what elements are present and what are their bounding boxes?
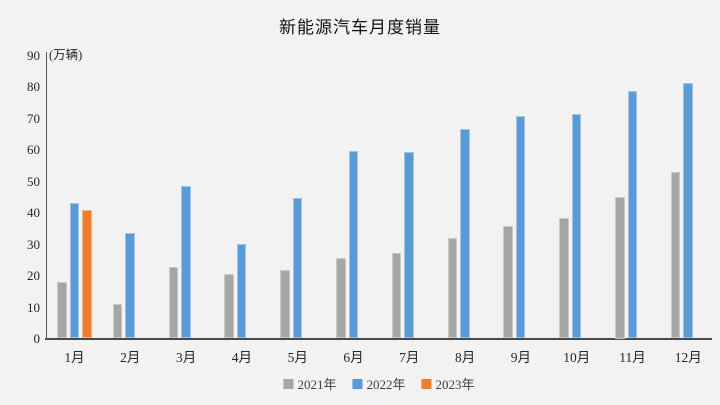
y-tick-label: 40 [27,205,40,221]
bar-2022年-10月 [571,113,582,339]
x-tick-label: 5月 [287,350,308,365]
bar-2022年-8月 [460,129,470,339]
x-tick-label: 2月 [120,350,141,365]
legend-item-2022年: 2022年 [352,374,406,393]
y-axis-unit-label: (万辆) [49,48,83,62]
y-tick-label: 0 [33,331,41,346]
y-tick-label: 70 [27,110,40,126]
legend-swatch-icon [283,378,294,389]
y-tick-label: 90 [27,48,40,63]
x-tick-label: 10月 [563,350,591,365]
bar-2021年-2月 [112,303,123,339]
bar-2022年-6月 [348,151,358,339]
bar-2022年-2月 [125,233,135,339]
bar-2021年-10月 [559,218,569,339]
bar-2021年-5月 [280,270,290,339]
bar-2021年-11月 [615,197,625,339]
bar-2021年-8月 [447,237,458,339]
bar-2022年-12月 [683,82,693,339]
bar-2022年-5月 [292,197,303,339]
y-tick-label: 80 [27,79,40,95]
bar-2021年-7月 [391,253,402,339]
x-tick-label: 1月 [64,350,85,365]
legend-item-2023年: 2023年 [421,374,475,393]
legend-label: 2023年 [435,377,475,392]
legend-swatch-icon [421,378,432,389]
bar-2021年-9月 [503,226,513,339]
bar-2021年-1月 [57,282,67,339]
x-tick-label: 7月 [399,350,420,365]
bar-2022年-9月 [515,115,526,339]
bar-2022年-1月 [69,202,79,339]
bar-2021年-4月 [224,273,234,339]
x-tick-label: 11月 [619,350,646,365]
y-tick-label: 30 [27,236,40,252]
x-tick-label: 9月 [510,350,532,365]
bar-2022年-11月 [627,91,637,339]
x-tick-label: 12月 [674,350,702,365]
bar-2021年-12月 [670,171,681,339]
x-tick-label: 3月 [175,350,197,365]
x-tick-label: 4月 [231,350,253,365]
bar-2022年-4月 [236,244,247,339]
legend-label: 2021年 [297,377,337,392]
legend: 2021年 2022年 2023年 [283,374,475,393]
legend-swatch-icon [352,378,363,389]
legend-label: 2022年 [366,377,406,392]
y-tick-label: 10 [27,299,40,315]
y-axis-line [46,52,48,339]
bar-2022年-3月 [181,186,191,339]
y-tick-label: 20 [27,268,40,284]
legend-item-2021年: 2021年 [283,374,336,393]
bar-2023年-1月 [82,210,92,339]
y-tick-label: 60 [27,142,40,158]
y-tick-label: 50 [27,173,40,189]
bar-2022年-7月 [404,152,414,339]
bar-2021年-3月 [168,267,179,339]
x-tick-label: 6月 [343,350,364,365]
x-axis-line [45,338,712,340]
bar-2021年-6月 [336,258,346,339]
chart-title: 新能源汽车月度销量 [279,18,441,37]
x-tick-label: 8月 [454,350,476,365]
